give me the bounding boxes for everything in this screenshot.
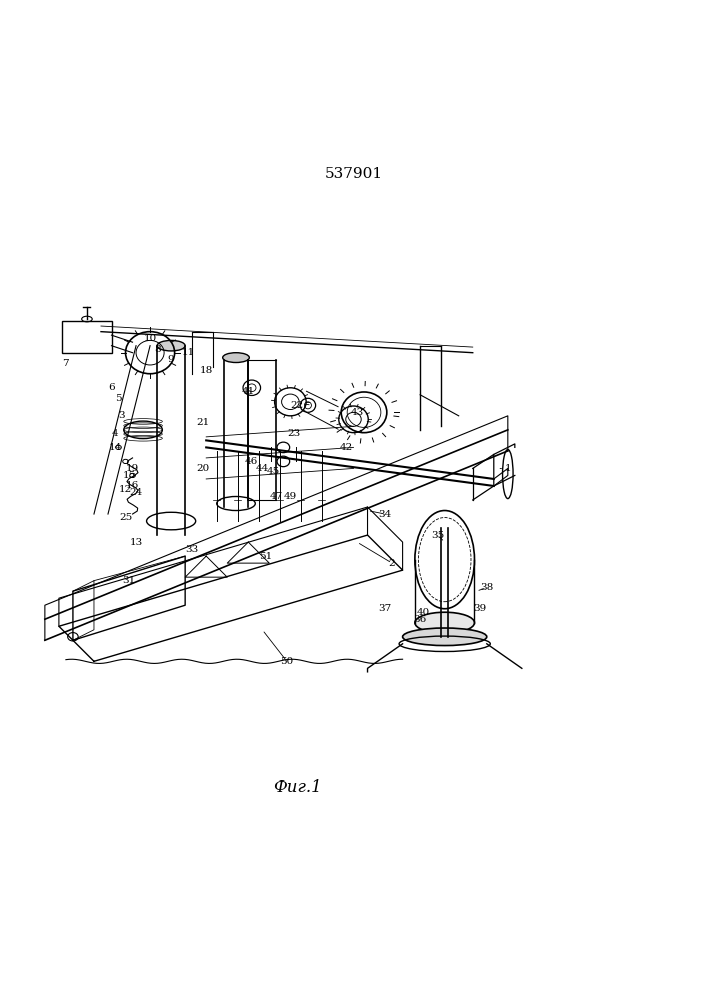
Text: 23: 23	[287, 429, 300, 438]
Text: 13: 13	[129, 538, 143, 547]
Text: 1: 1	[505, 464, 511, 473]
Text: 41: 41	[242, 387, 255, 396]
Text: 40: 40	[417, 608, 431, 617]
Text: 4: 4	[112, 429, 118, 438]
Text: 34: 34	[378, 510, 392, 519]
Text: 31: 31	[122, 576, 136, 585]
Text: 8: 8	[154, 345, 160, 354]
Text: 21: 21	[196, 418, 209, 427]
Text: 7: 7	[63, 359, 69, 368]
Text: 42: 42	[340, 443, 353, 452]
Text: 12: 12	[119, 485, 132, 494]
Text: 35: 35	[431, 531, 444, 540]
Text: 6: 6	[108, 383, 115, 392]
Text: 50: 50	[280, 657, 293, 666]
Text: 39: 39	[473, 604, 486, 613]
Text: 33: 33	[185, 545, 199, 554]
Text: 20: 20	[196, 464, 209, 473]
Text: Фиг.1: Фиг.1	[273, 779, 322, 796]
Text: 44: 44	[256, 464, 269, 473]
Text: 5: 5	[115, 394, 122, 403]
Text: 2: 2	[389, 559, 395, 568]
Text: 47: 47	[269, 492, 283, 501]
Ellipse shape	[223, 353, 250, 363]
Text: 16: 16	[126, 481, 139, 490]
Ellipse shape	[415, 612, 474, 633]
Text: 9: 9	[168, 355, 175, 364]
Text: 18: 18	[199, 366, 213, 375]
Text: 3: 3	[119, 411, 125, 420]
Text: 36: 36	[414, 615, 427, 624]
Text: 14: 14	[108, 443, 122, 452]
Text: 10: 10	[144, 334, 157, 343]
Text: 19: 19	[126, 464, 139, 473]
Text: 22: 22	[291, 401, 304, 410]
Ellipse shape	[157, 340, 185, 351]
Text: 51: 51	[259, 552, 272, 561]
Ellipse shape	[402, 628, 487, 646]
Text: 49: 49	[284, 492, 297, 501]
Text: 46: 46	[245, 457, 259, 466]
Text: 15: 15	[122, 471, 136, 480]
Text: 537901: 537901	[325, 167, 382, 181]
Text: 24: 24	[129, 488, 143, 497]
Text: 45: 45	[267, 467, 279, 476]
Text: 25: 25	[119, 513, 132, 522]
Text: 11: 11	[182, 348, 195, 357]
Text: 43: 43	[351, 408, 363, 417]
Text: 38: 38	[480, 583, 493, 592]
Text: 37: 37	[378, 604, 392, 613]
Bar	[62, 321, 112, 353]
